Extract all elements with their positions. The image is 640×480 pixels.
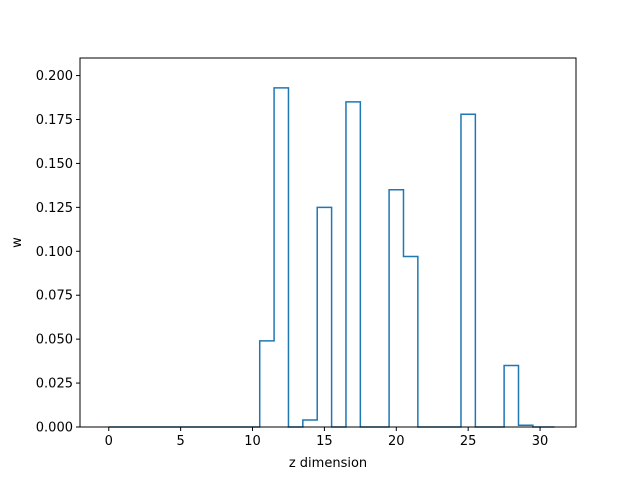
x-tick-label: 0 <box>105 434 113 449</box>
y-tick-label: 0.000 <box>36 421 73 436</box>
y-tick-label: 0.200 <box>36 69 73 84</box>
plot-frame <box>79 57 577 428</box>
y-tick-label: 0.075 <box>36 289 73 304</box>
y-tick-label: 0.175 <box>36 113 73 128</box>
x-tick-label: 25 <box>460 434 477 449</box>
x-tick-label: 30 <box>532 434 549 449</box>
x-tick-label: 5 <box>176 434 184 449</box>
x-axis-ticks: 0 5 10 15 20 25 30 <box>105 427 549 449</box>
y-tick-label: 0.150 <box>36 157 73 172</box>
y-tick-label: 0.125 <box>36 201 73 216</box>
y-axis-label: w <box>10 237 25 248</box>
x-tick-label: 15 <box>316 434 333 449</box>
y-tick-label: 0.100 <box>36 245 73 260</box>
y-axis-ticks: 0.000 0.025 0.050 0.075 0.100 0.125 0.150 0.175… <box>36 69 80 436</box>
y-tick-label: 0.050 <box>36 333 73 348</box>
x-axis-label: z dimension <box>289 456 367 471</box>
x-tick-label: 10 <box>244 434 261 449</box>
x-tick-label: 20 <box>388 434 405 449</box>
y-tick-label: 0.025 <box>36 377 73 392</box>
